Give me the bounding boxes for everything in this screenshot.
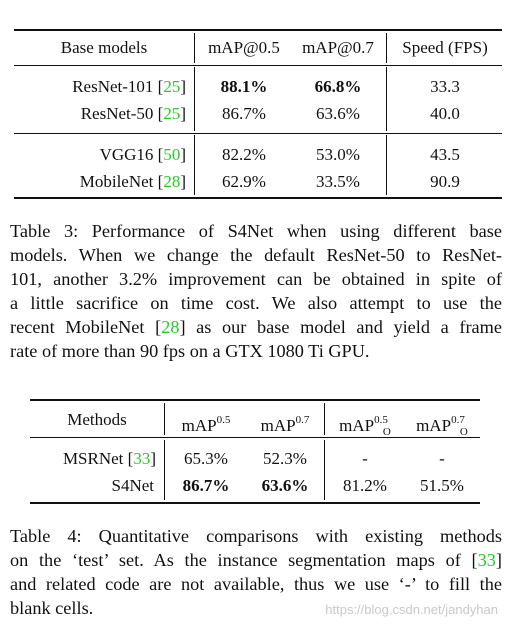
cell-value: 40.0 bbox=[430, 104, 460, 123]
caption-line: 101, another 3.2% improvement can be obt… bbox=[10, 269, 502, 289]
cell-value: 43.5 bbox=[430, 145, 460, 164]
cell-value: 33.3 bbox=[430, 77, 460, 96]
header-methods: Methods bbox=[67, 410, 127, 429]
cell-value: 33.5% bbox=[316, 172, 360, 191]
table-4-caption: Table 4: Quantitative comparisons with e… bbox=[10, 524, 502, 620]
row-label: MSRNet [33] bbox=[62, 449, 156, 468]
row-label: ResNet-50 [25] bbox=[80, 104, 186, 123]
col-divider bbox=[386, 67, 387, 131]
cell-value: - bbox=[439, 449, 445, 468]
caption-line: Table 3: Performance of S4Net when using… bbox=[10, 221, 502, 241]
cell-value: 88.1% bbox=[220, 77, 268, 96]
header-map07: mAP@0.7 bbox=[302, 38, 374, 57]
row-label: ResNet-101 [25] bbox=[72, 77, 186, 96]
bottom-rule bbox=[30, 502, 480, 504]
col-divider bbox=[386, 135, 387, 195]
citation-link[interactable]: 33 bbox=[133, 449, 151, 468]
header-map-07: mAP0.7 bbox=[260, 414, 310, 435]
caption-line: and related code are not available, thus… bbox=[10, 574, 502, 594]
cell-value: 63.6% bbox=[261, 476, 309, 495]
top-rule bbox=[14, 29, 502, 31]
caption-line: rate of more than 90 fps on a GTX 1080 T… bbox=[10, 341, 370, 361]
header-rule bbox=[14, 65, 502, 66]
cell-value: 90.9 bbox=[430, 172, 460, 191]
caption-line: a little sacrifice on time cost. We also… bbox=[10, 293, 502, 313]
citation-link[interactable]: 28 bbox=[163, 172, 181, 191]
header-map-o-05: mAP0.5O bbox=[339, 414, 391, 438]
citation-link[interactable]: 25 bbox=[163, 77, 181, 96]
header-rule bbox=[30, 437, 480, 438]
header-map05: mAP@0.5 bbox=[208, 38, 280, 57]
cell-value: 52.3% bbox=[263, 449, 307, 468]
col-divider bbox=[194, 33, 195, 63]
cell-value: 66.8% bbox=[314, 77, 362, 96]
cell-value: 65.3% bbox=[184, 449, 228, 468]
col-divider bbox=[324, 403, 325, 435]
cell-value: 62.9% bbox=[222, 172, 266, 191]
caption-line: blank cells. bbox=[10, 598, 94, 618]
cell-value: 82.2% bbox=[222, 145, 266, 164]
col-divider bbox=[164, 440, 165, 500]
mid-rule bbox=[14, 133, 502, 134]
citation-link[interactable]: 33 bbox=[477, 550, 496, 570]
table-3-caption: Table 3: Performance of S4Net when using… bbox=[10, 219, 502, 363]
citation-link[interactable]: 28 bbox=[161, 317, 180, 337]
col-divider bbox=[194, 135, 195, 195]
cell-value: 51.5% bbox=[420, 476, 464, 495]
caption-line: on the ‘test’ set. As the instance segme… bbox=[10, 550, 502, 570]
watermark: https://blog.csdn.net/jandyhan bbox=[325, 602, 498, 617]
row-label: MobileNet [28] bbox=[79, 172, 186, 191]
caption-line: models. When we change the default ResNe… bbox=[10, 245, 502, 265]
header-speed: Speed (FPS) bbox=[402, 38, 488, 57]
caption-line: recent MobileNet [28] as our base model … bbox=[10, 317, 502, 337]
header-map-05: mAP0.5 bbox=[181, 414, 231, 435]
col-divider bbox=[194, 67, 195, 131]
cell-value: 53.0% bbox=[316, 145, 360, 164]
header-map-o-07: mAP0.7O bbox=[416, 414, 468, 438]
cell-value: 86.7% bbox=[222, 104, 266, 123]
cell-value: 63.6% bbox=[316, 104, 360, 123]
caption-line: Table 4: Quantitative comparisons with e… bbox=[10, 526, 502, 546]
cell-value: - bbox=[362, 449, 368, 468]
cell-value: 86.7% bbox=[182, 476, 230, 495]
row-label: VGG16 [50] bbox=[99, 145, 186, 164]
citation-link[interactable]: 50 bbox=[163, 145, 181, 164]
bottom-rule bbox=[14, 197, 502, 199]
col-divider bbox=[324, 440, 325, 500]
col-divider bbox=[386, 33, 387, 63]
row-label: S4Net bbox=[111, 476, 155, 495]
header-base-models: Base models bbox=[60, 38, 148, 57]
top-rule bbox=[30, 399, 480, 401]
col-divider bbox=[164, 403, 165, 435]
citation-link[interactable]: 25 bbox=[163, 104, 181, 123]
cell-value: 81.2% bbox=[343, 476, 387, 495]
